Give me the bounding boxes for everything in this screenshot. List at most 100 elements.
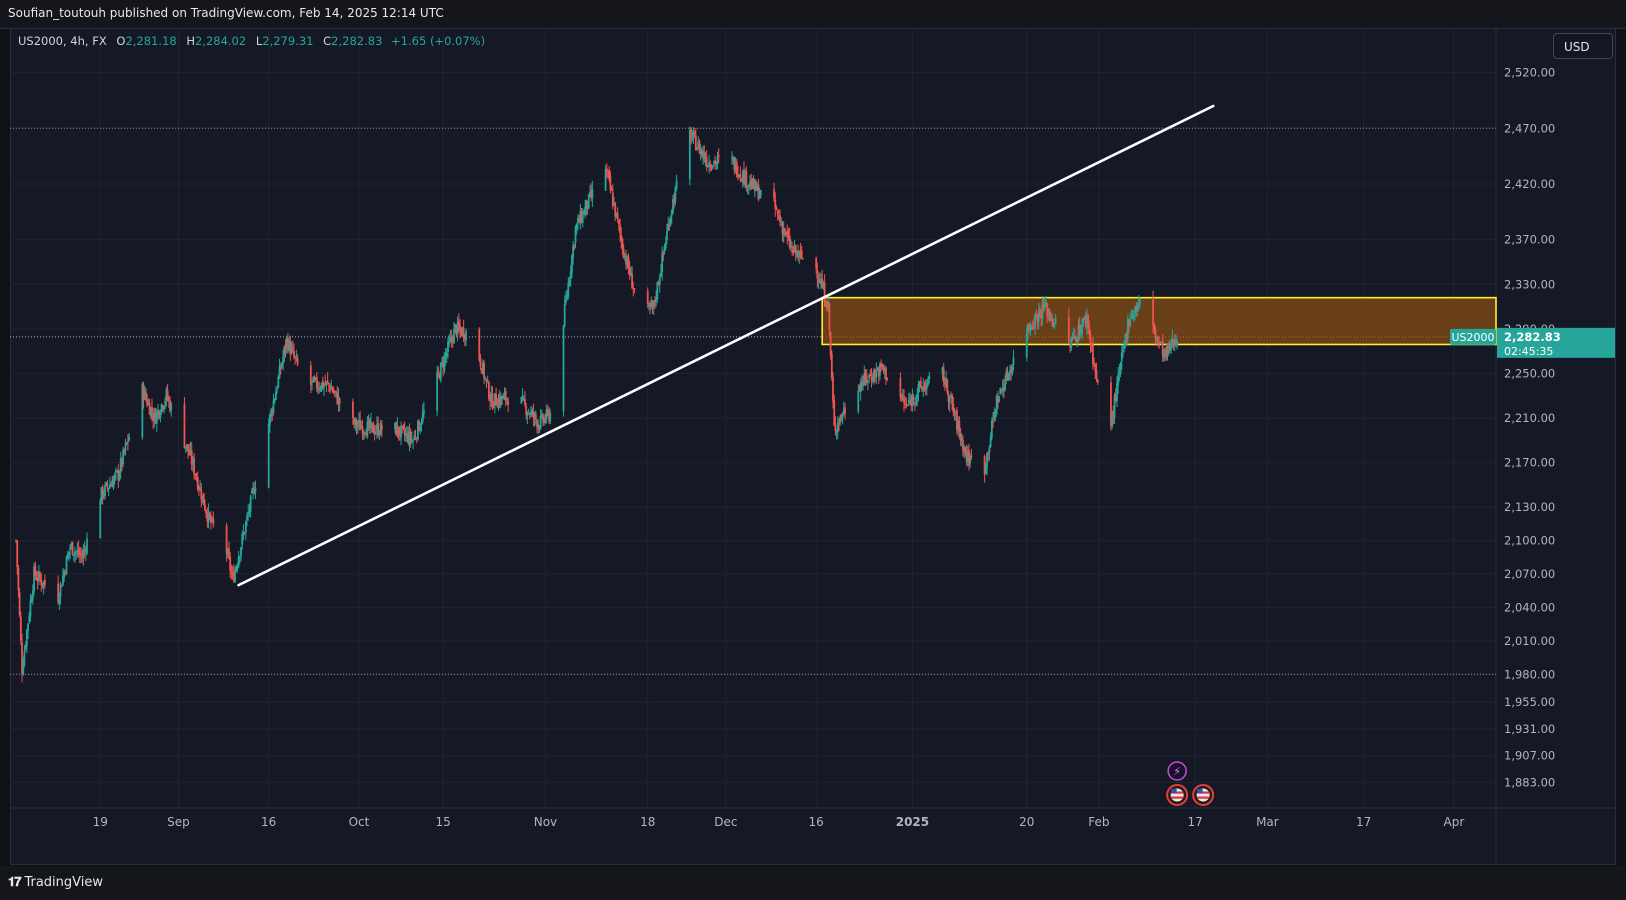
candle-body [1167,343,1170,354]
candle-body [1078,324,1081,335]
candle-body [705,157,708,167]
candle-body [824,300,827,307]
candle-body [999,388,1002,395]
candle-body [873,370,875,382]
candle-body [1005,371,1008,382]
candle-body [70,543,73,547]
time-tick-label: Dec [714,815,737,829]
candle-body [236,564,239,569]
candle-body [759,189,762,196]
candle-body [924,387,927,391]
candle-body [568,279,571,285]
candle-body [212,518,215,525]
candle-body [903,397,905,403]
candle-body [191,459,194,465]
symbol-legend[interactable]: US2000, 4h, FX O2,281.18 H2,284.02 L2,27… [18,34,485,48]
candle-body [21,642,23,674]
candle-body [1152,299,1154,326]
candle-body [836,422,839,432]
candle-body [752,178,755,189]
candle-body [163,406,165,410]
chart-frame[interactable] [10,28,1616,865]
candle-body [734,161,737,170]
candle-body [319,388,322,390]
candle-body [548,411,550,421]
candle-body [857,390,860,412]
price-tick-label: 1,907.00 [1504,749,1555,763]
candle-body [646,291,649,305]
candle-body [625,257,627,265]
candle-body [110,484,112,487]
candle-body [360,426,363,429]
candle-body [1093,363,1096,365]
candle-body [566,294,568,299]
candle-body [715,162,718,165]
candle-body [956,410,958,430]
open-value: 2,281.18 [125,34,177,48]
candle-body [356,425,359,427]
candle-body [484,377,487,379]
candle-body [1052,318,1055,327]
candle-body [927,378,929,385]
candle-body [148,402,151,415]
candle-body [562,325,565,412]
candle-body [777,215,780,218]
candle-body [293,350,295,357]
candle-body [397,426,400,435]
candle-body [1079,332,1082,335]
candle-body [620,235,623,241]
candle-body [496,406,499,408]
price-tick-label: 2,420.00 [1504,177,1555,191]
candle-body [1029,327,1032,330]
currency-button[interactable]: USD [1553,33,1613,59]
candle-body [394,422,396,430]
candle-body [1030,325,1033,330]
candle-body [796,251,798,255]
candle-body [621,238,624,250]
candle-body [862,383,864,386]
candle-body [498,396,501,405]
candle-body [662,251,665,253]
candle-body [1008,370,1011,374]
tradingview-logo[interactable]: 𝟏𝟕 TradingView [8,875,103,890]
candle-body [654,299,656,302]
candle-body [100,487,103,501]
candle-body [352,401,354,418]
candle-body [282,356,285,364]
candle-body [757,184,760,200]
candle-body [42,581,45,586]
candle-body [437,370,440,373]
candle-body [735,161,738,176]
candle-body [254,487,257,492]
candle-body [785,231,787,235]
candle-body [746,186,749,188]
candle-body [359,419,362,430]
candle-body [68,551,70,555]
candle-body [714,160,716,165]
candle-body [128,436,131,441]
candle-body [77,548,80,555]
price-chart[interactable]: ⚡ 2,520.00 2,470.00 2,420.00 2,370.00 2,330.… [10,28,1616,865]
candle-body [575,223,578,229]
candle-body [958,420,961,432]
candle-body [368,419,371,429]
candle-body [669,216,672,226]
candle-body [712,161,715,164]
candle-body [995,396,998,415]
candle-body [1094,364,1097,373]
candle-body [141,384,144,438]
candle-body [279,367,282,370]
open-label: O [116,34,126,48]
candle-body [953,412,956,416]
candle-body [457,321,460,328]
candle-body [28,615,31,622]
candle-body [64,571,67,574]
candle-body [114,470,117,473]
candle-body [366,422,369,438]
candle-body [57,583,60,603]
candle-body [1037,310,1040,322]
candle-body [706,165,709,167]
candle-body [75,551,78,553]
candle-body [1172,339,1175,346]
candle-body [379,423,382,435]
